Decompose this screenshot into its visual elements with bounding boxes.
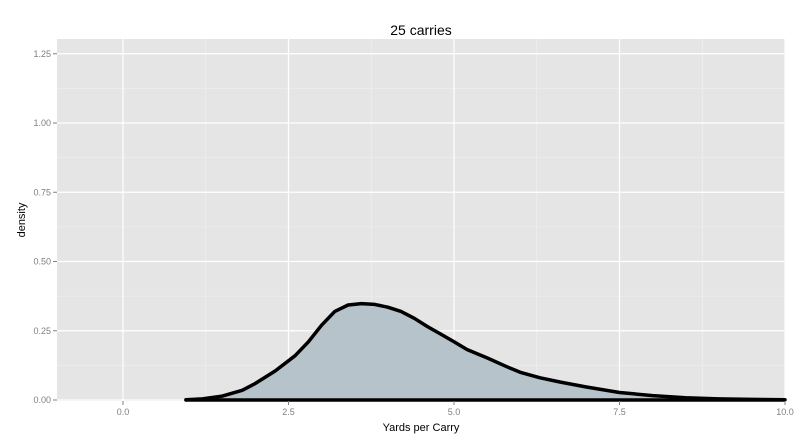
y-tick-label: 0.00: [33, 395, 51, 405]
y-tick-label: 0.25: [33, 326, 51, 336]
x-tick-label: 2.5: [282, 407, 295, 417]
y-tick-label: 1.25: [33, 49, 51, 59]
x-tick-label: 5.0: [448, 407, 461, 417]
x-tick-label: 0.0: [117, 407, 130, 417]
y-tick-label: 1.00: [33, 118, 51, 128]
y-tick-label: 0.50: [33, 257, 51, 267]
x-axis-label: Yards per Carry: [383, 422, 460, 434]
x-tick-label: 10.0: [776, 407, 794, 417]
y-tick-label: 0.75: [33, 187, 51, 197]
chart-title: 25 carries: [390, 22, 451, 38]
y-axis-label: density: [16, 202, 28, 237]
x-tick-label: 7.5: [613, 407, 626, 417]
